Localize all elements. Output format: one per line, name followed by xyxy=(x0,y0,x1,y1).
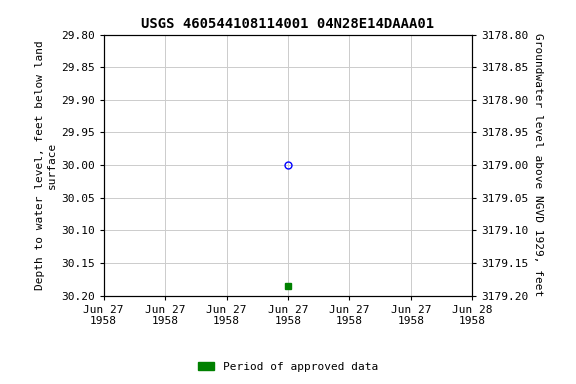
Y-axis label: Groundwater level above NGVD 1929, feet: Groundwater level above NGVD 1929, feet xyxy=(533,33,543,297)
Legend: Period of approved data: Period of approved data xyxy=(193,358,383,377)
Title: USGS 460544108114001 04N28E14DAAA01: USGS 460544108114001 04N28E14DAAA01 xyxy=(142,17,434,31)
Y-axis label: Depth to water level, feet below land
surface: Depth to water level, feet below land su… xyxy=(35,40,56,290)
